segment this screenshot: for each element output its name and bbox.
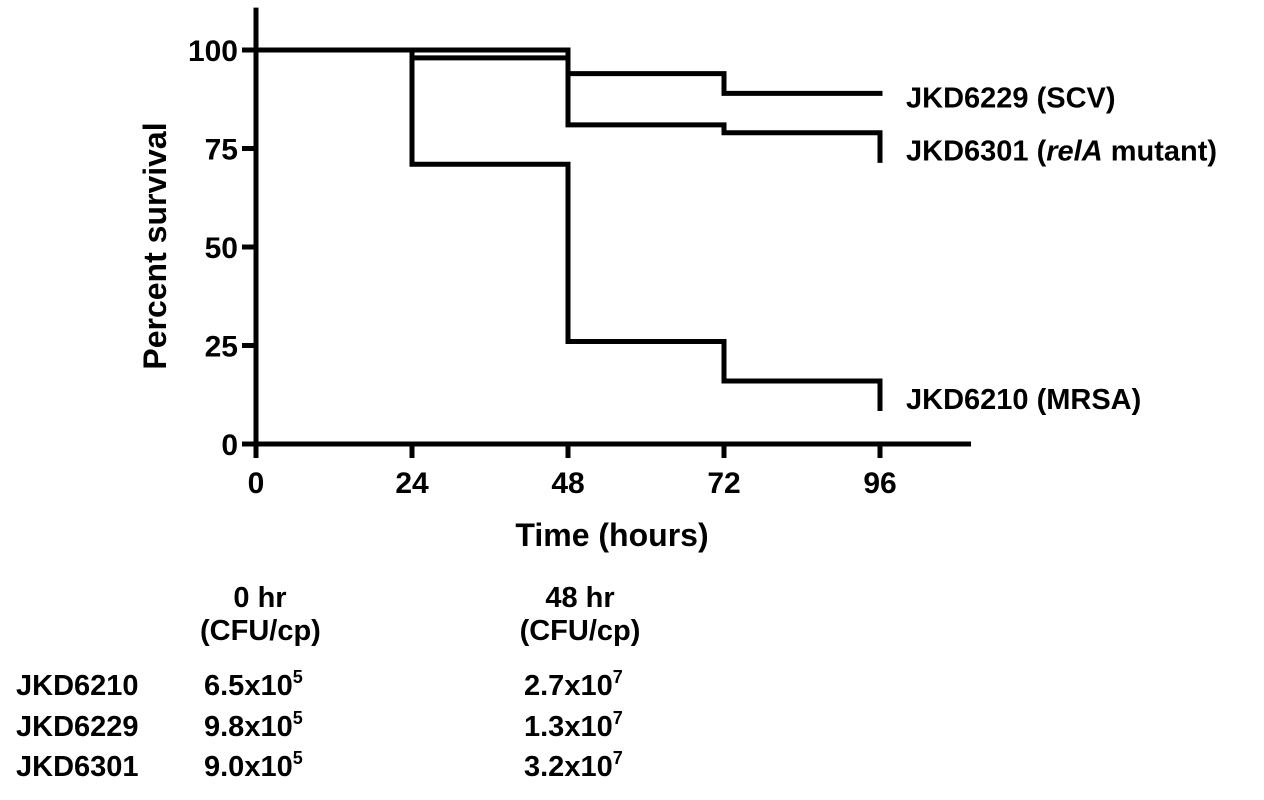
row-strain: JKD6301 (16, 751, 139, 783)
value-mantissa: 6.5x10 (204, 670, 293, 702)
survival-curve-line (253, 47, 883, 412)
value-exponent: 7 (612, 667, 623, 687)
x-axis-label: Time (hours) (515, 517, 708, 553)
y-tick-label: 100 (188, 35, 238, 68)
chart-marks: JKD6229 (SCV) JKD6301 (relA mutant) JKD621… (253, 47, 1217, 416)
value-exponent: 5 (292, 708, 303, 728)
y-axis-label: Percent survival (137, 122, 173, 369)
row-value-0hr: 9.0x105 (204, 749, 303, 783)
y-tick-label: 75 (205, 134, 238, 167)
chart-axes: 0 25 50 75 100 0 24 48 72 96 (188, 7, 971, 500)
x-tick-label: 48 (551, 467, 584, 500)
x-tick-label: 72 (707, 467, 740, 500)
y-tick-label: 0 (221, 429, 238, 462)
row-strain: JKD6229 (16, 711, 139, 743)
value-mantissa: 1.3x10 (524, 711, 613, 743)
value-mantissa: 2.7x10 (524, 670, 613, 702)
col-header-48hr-line1: 48 hr (545, 582, 615, 614)
row-value-48hr: 2.7x107 (524, 668, 623, 702)
col-header-0hr: 0 hr (CFU/cp) (200, 582, 321, 647)
x-tick-label: 96 (863, 467, 896, 500)
value-mantissa: 9.0x10 (204, 751, 293, 783)
x-tick-label: 24 (395, 467, 429, 500)
series-label: JKD6301 (relA mutant) (906, 136, 1217, 168)
col-header-48hr: 48 hr (CFU/cp) (500, 584, 660, 646)
value-exponent: 5 (292, 748, 303, 768)
row-value-0hr: 6.5x105 (204, 668, 303, 702)
row-value-0hr: 9.8x105 (204, 709, 303, 743)
value-exponent: 7 (612, 708, 623, 728)
value-exponent: 7 (612, 748, 623, 768)
series-label: JKD6210 (MRSA) (906, 384, 1141, 416)
col-header-48hr-line2: (CFU/cp) (519, 615, 641, 647)
row-strain: JKD6210 (16, 670, 139, 702)
survival-curve-line (253, 47, 883, 163)
row-value-48hr: 1.3x107 (524, 709, 623, 743)
x-tick-label: 0 (248, 467, 265, 500)
value-mantissa: 3.2x10 (524, 751, 613, 783)
y-tick-label: 50 (205, 232, 238, 265)
value-mantissa: 9.8x10 (204, 711, 293, 743)
col-header-0hr-line1: 0 hr (233, 582, 287, 614)
series-label: JKD6229 (SCV) (906, 82, 1116, 114)
col-header-0hr-line2: (CFU/cp) (200, 615, 321, 647)
row-value-48hr: 3.2x107 (524, 749, 623, 783)
value-exponent: 5 (292, 667, 303, 687)
y-tick-label: 25 (205, 331, 238, 364)
survival-chart: 0 25 50 75 100 0 24 48 72 96 JKD6229 (SCV) JKD6301… (137, 7, 1217, 553)
